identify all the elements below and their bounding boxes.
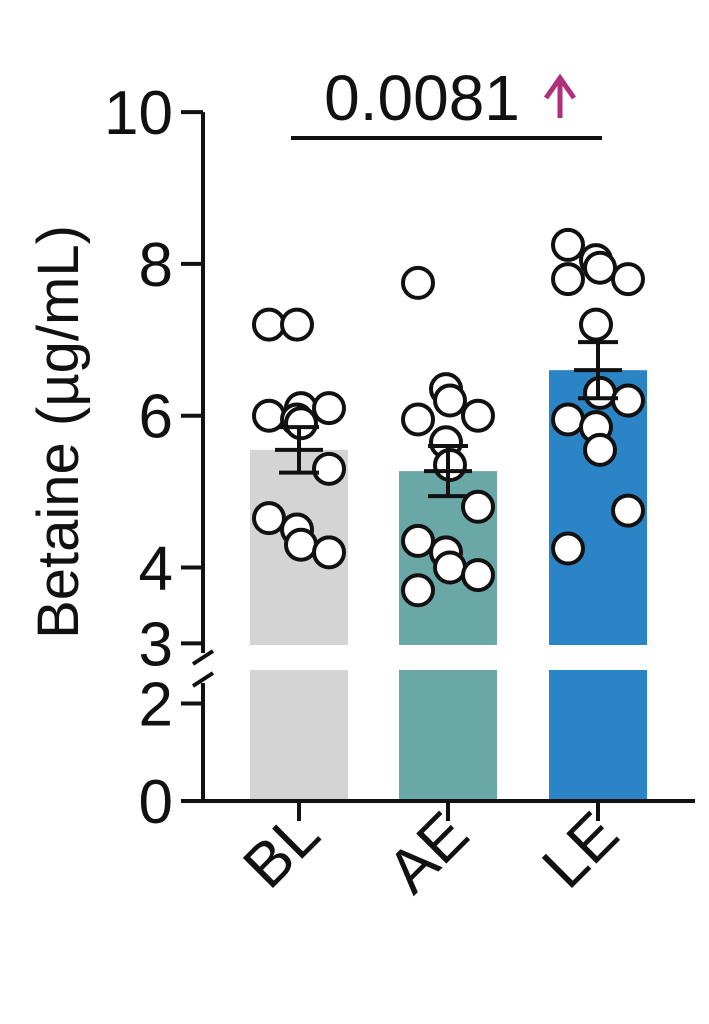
data-point-le <box>583 432 617 467</box>
y-tick-label-3: 3 <box>139 610 173 679</box>
x-tick-label-bl: BL <box>230 799 332 901</box>
y-tick-label-0: 0 <box>139 768 173 837</box>
data-point-le <box>583 250 617 285</box>
data-point-le <box>611 383 645 418</box>
p-value-label: 0.0081 <box>324 62 520 134</box>
data-point-le <box>551 262 585 297</box>
data-point-ae <box>461 398 495 433</box>
data-point-ae <box>461 489 495 524</box>
data-point-bl <box>252 307 286 342</box>
y-tick-label-10: 10 <box>104 79 173 148</box>
data-point-ae <box>401 523 435 558</box>
data-point-bl <box>280 307 314 342</box>
data-points-layer <box>252 227 645 608</box>
y-tick-label-6: 6 <box>139 383 173 452</box>
x-tick-label-le: LE <box>529 799 631 901</box>
data-point-le <box>551 531 585 566</box>
data-point-le <box>611 262 645 297</box>
axis-break-mark-top <box>191 649 215 666</box>
significance-annotation: 0.0081 <box>291 62 602 140</box>
y-tick-label-4: 4 <box>139 535 173 604</box>
y-axis-label: Betaine (µg/mL) <box>26 225 91 639</box>
x-axis: BL AE LE <box>203 799 695 906</box>
data-point-le <box>551 227 585 262</box>
data-point-ae <box>401 265 435 300</box>
data-point-ae <box>433 550 467 585</box>
error-bars-layer <box>275 340 622 499</box>
y-tick-label-2: 2 <box>139 671 173 740</box>
data-point-bl <box>312 535 346 570</box>
axis-break-mark-bottom <box>191 671 215 688</box>
y-tick-label-8: 8 <box>139 231 173 300</box>
data-point-bl <box>312 451 346 486</box>
data-point-bl <box>312 391 346 426</box>
data-point-bl <box>252 501 286 536</box>
y-axis: 0 234 6 8 10 <box>104 79 215 837</box>
data-point-le <box>611 493 645 528</box>
bar-bl-lower <box>250 670 348 801</box>
data-point-ae <box>401 402 435 437</box>
data-point-ae <box>461 558 495 593</box>
x-tick-label-ae: AE <box>375 799 482 906</box>
data-point-ae <box>401 573 435 608</box>
data-point-le <box>551 402 585 437</box>
bar-ae-lower <box>399 670 497 801</box>
up-arrow-head-icon <box>543 73 577 100</box>
data-point-bl <box>284 527 318 562</box>
bar-le-lower <box>549 670 647 801</box>
data-point-ae <box>433 383 467 418</box>
data-point-le <box>579 307 613 342</box>
